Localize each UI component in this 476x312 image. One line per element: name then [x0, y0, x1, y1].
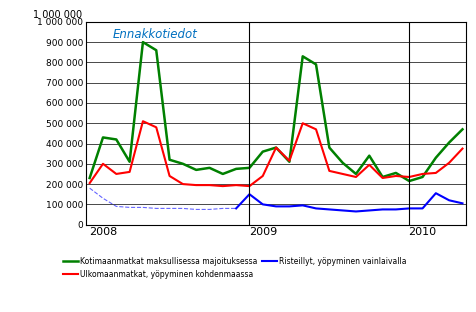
Ulkomaanmatkat, yöpyminen kohdenmaassa: [193, 183, 199, 187]
Kotimaanmatkat maksullisessa majoituksessa: [340, 161, 346, 165]
Ulkomaanmatkat, yöpyminen kohdenmaassa: [167, 174, 172, 178]
Kotimaanmatkat maksullisessa majoituksessa: [127, 160, 132, 163]
Risteillyt, yöpyminen vainlaivalla: [287, 205, 292, 208]
Kotimaanmatkat maksullisessa majoituksessa: [140, 40, 146, 44]
Ulkomaanmatkat, yöpyminen kohdenmaassa: [153, 125, 159, 129]
Line: Kotimaanmatkat maksullisessa majoituksessa: Kotimaanmatkat maksullisessa majoitukses…: [89, 42, 463, 181]
Ulkomaanmatkat, yöpyminen kohdenmaassa: [287, 159, 292, 163]
Text: 1 000 000: 1 000 000: [33, 10, 82, 20]
Kotimaanmatkat maksullisessa majoituksessa: [180, 162, 186, 166]
Ulkomaanmatkat, yöpyminen kohdenmaassa: [260, 174, 266, 178]
Risteillyt, yöpyminen vainlaivalla: [340, 208, 346, 212]
Ulkomaanmatkat, yöpyminen kohdenmaassa: [207, 183, 212, 187]
Ulkomaanmatkat, yöpyminen kohdenmaassa: [127, 170, 132, 174]
Kotimaanmatkat maksullisessa majoituksessa: [100, 135, 106, 139]
Ulkomaanmatkat, yöpyminen kohdenmaassa: [327, 169, 332, 173]
Kotimaanmatkat maksullisessa majoituksessa: [233, 167, 239, 171]
Risteillyt, yöpyminen vainlaivalla: [367, 208, 372, 212]
Ulkomaanmatkat, yöpyminen kohdenmaassa: [273, 146, 279, 149]
Kotimaanmatkat maksullisessa majoituksessa: [393, 171, 399, 175]
Kotimaanmatkat maksullisessa majoituksessa: [367, 154, 372, 158]
Kotimaanmatkat maksullisessa majoituksessa: [87, 176, 92, 180]
Kotimaanmatkat maksullisessa majoituksessa: [446, 141, 452, 144]
Ulkomaanmatkat, yöpyminen kohdenmaassa: [180, 182, 186, 186]
Risteillyt, yöpyminen vainlaivalla: [313, 207, 319, 210]
Kotimaanmatkat maksullisessa majoituksessa: [273, 146, 279, 149]
Kotimaanmatkat maksullisessa majoituksessa: [327, 146, 332, 149]
Ulkomaanmatkat, yöpyminen kohdenmaassa: [140, 119, 146, 123]
Ulkomaanmatkat, yöpyminen kohdenmaassa: [247, 184, 252, 188]
Kotimaanmatkat maksullisessa majoituksessa: [260, 150, 266, 154]
Ulkomaanmatkat, yöpyminen kohdenmaassa: [367, 163, 372, 167]
Risteillyt, yöpyminen vainlaivalla: [420, 207, 426, 210]
Risteillyt, yöpyminen vainlaivalla: [327, 207, 332, 211]
Risteillyt, yöpyminen vainlaivalla: [446, 198, 452, 202]
Risteillyt, yöpyminen vainlaivalla: [247, 192, 252, 196]
Risteillyt, yöpyminen vainlaivalla: [393, 207, 399, 211]
Ulkomaanmatkat, yöpyminen kohdenmaassa: [353, 175, 359, 179]
Kotimaanmatkat maksullisessa majoituksessa: [113, 138, 119, 141]
Ulkomaanmatkat, yöpyminen kohdenmaassa: [340, 172, 346, 176]
Risteillyt, yöpyminen vainlaivalla: [300, 203, 306, 207]
Risteillyt, yöpyminen vainlaivalla: [233, 207, 239, 210]
Ulkomaanmatkat, yöpyminen kohdenmaassa: [220, 184, 226, 188]
Ulkomaanmatkat, yöpyminen kohdenmaassa: [407, 175, 412, 179]
Kotimaanmatkat maksullisessa majoituksessa: [353, 172, 359, 176]
Kotimaanmatkat maksullisessa majoituksessa: [380, 175, 386, 179]
Risteillyt, yöpyminen vainlaivalla: [273, 205, 279, 208]
Line: Ulkomaanmatkat, yöpyminen kohdenmaassa: Ulkomaanmatkat, yöpyminen kohdenmaassa: [89, 121, 463, 186]
Risteillyt, yöpyminen vainlaivalla: [433, 191, 439, 195]
Ulkomaanmatkat, yöpyminen kohdenmaassa: [460, 147, 466, 150]
Kotimaanmatkat maksullisessa majoituksessa: [207, 166, 212, 170]
Ulkomaanmatkat, yöpyminen kohdenmaassa: [433, 171, 439, 175]
Ulkomaanmatkat, yöpyminen kohdenmaassa: [393, 174, 399, 178]
Text: Ennakkotiedot: Ennakkotiedot: [112, 28, 197, 41]
Line: Risteillyt, yöpyminen vainlaivalla: Risteillyt, yöpyminen vainlaivalla: [236, 193, 463, 212]
Kotimaanmatkat maksullisessa majoituksessa: [460, 127, 466, 131]
Kotimaanmatkat maksullisessa majoituksessa: [313, 62, 319, 66]
Kotimaanmatkat maksullisessa majoituksessa: [287, 160, 292, 163]
Legend: Kotimaanmatkat maksullisessa majoituksessa, Ulkomaanmatkat, yöpyminen kohdenmaas: Kotimaanmatkat maksullisessa majoitukses…: [63, 257, 407, 279]
Kotimaanmatkat maksullisessa majoituksessa: [220, 172, 226, 176]
Ulkomaanmatkat, yöpyminen kohdenmaassa: [87, 181, 92, 185]
Kotimaanmatkat maksullisessa majoituksessa: [167, 158, 172, 162]
Risteillyt, yöpyminen vainlaivalla: [407, 207, 412, 210]
Kotimaanmatkat maksullisessa majoituksessa: [300, 54, 306, 58]
Ulkomaanmatkat, yöpyminen kohdenmaassa: [113, 172, 119, 176]
Kotimaanmatkat maksullisessa majoituksessa: [407, 179, 412, 183]
Ulkomaanmatkat, yöpyminen kohdenmaassa: [300, 121, 306, 125]
Kotimaanmatkat maksullisessa majoituksessa: [153, 48, 159, 52]
Ulkomaanmatkat, yöpyminen kohdenmaassa: [233, 183, 239, 187]
Ulkomaanmatkat, yöpyminen kohdenmaassa: [446, 161, 452, 165]
Risteillyt, yöpyminen vainlaivalla: [260, 202, 266, 206]
Kotimaanmatkat maksullisessa majoituksessa: [420, 175, 426, 179]
Kotimaanmatkat maksullisessa majoituksessa: [247, 166, 252, 170]
Risteillyt, yöpyminen vainlaivalla: [353, 210, 359, 213]
Kotimaanmatkat maksullisessa majoituksessa: [433, 156, 439, 160]
Ulkomaanmatkat, yöpyminen kohdenmaassa: [313, 127, 319, 131]
Ulkomaanmatkat, yöpyminen kohdenmaassa: [380, 176, 386, 180]
Risteillyt, yöpyminen vainlaivalla: [460, 202, 466, 205]
Ulkomaanmatkat, yöpyminen kohdenmaassa: [100, 162, 106, 166]
Kotimaanmatkat maksullisessa majoituksessa: [193, 168, 199, 172]
Risteillyt, yöpyminen vainlaivalla: [380, 207, 386, 211]
Ulkomaanmatkat, yöpyminen kohdenmaassa: [420, 172, 426, 176]
